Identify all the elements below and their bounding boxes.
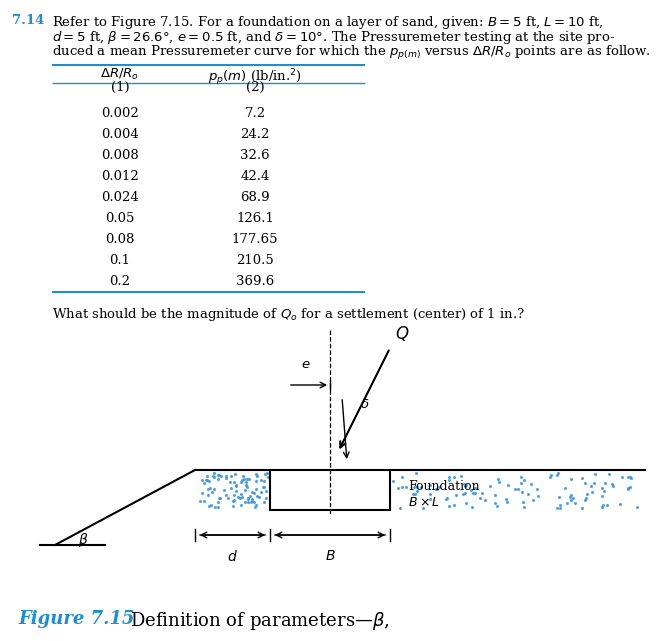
Text: 0.012: 0.012 [101,170,139,183]
Text: Definition of parameters—$\beta$,: Definition of parameters—$\beta$, [130,610,390,632]
Text: 177.65: 177.65 [231,233,278,246]
Text: (1): (1) [111,81,130,94]
Text: $d = 5$ ft, $\beta = 26.6°$, $e = 0.5$ ft, and $\delta = 10°$. The Pressuremeter: $d = 5$ ft, $\beta = 26.6°$, $e = 0.5$ f… [52,29,615,46]
Text: 0.05: 0.05 [105,212,135,225]
Text: 0.08: 0.08 [105,233,135,246]
Text: Refer to Figure 7.15. For a foundation on a layer of sand, given: $B = 5$ ft, $L: Refer to Figure 7.15. For a foundation o… [52,14,604,31]
Text: 0.002: 0.002 [101,107,139,120]
Text: $B$: $B$ [325,549,336,563]
Text: 0.008: 0.008 [101,149,139,162]
Text: 126.1: 126.1 [236,212,274,225]
Text: 210.5: 210.5 [236,254,274,267]
Text: 369.6: 369.6 [236,275,274,288]
Text: 42.4: 42.4 [240,170,270,183]
Text: What should be the magnitude of $Q_o$ for a settlement (center) of 1 in.?: What should be the magnitude of $Q_o$ fo… [52,306,525,323]
Text: 7.2: 7.2 [244,107,266,120]
Text: (2): (2) [246,81,264,94]
Text: 0.004: 0.004 [101,128,139,141]
Text: 7.14: 7.14 [12,14,44,27]
Text: $Q$: $Q$ [395,324,409,343]
Text: Foundation: Foundation [408,479,480,492]
Text: 0.024: 0.024 [101,191,139,204]
Text: 32.6: 32.6 [240,149,270,162]
Text: $p_p(m)$ (lb/in.$^2$): $p_p(m)$ (lb/in.$^2$) [208,67,302,88]
Text: 24.2: 24.2 [240,128,270,141]
Text: 0.1: 0.1 [109,254,130,267]
Bar [270,470,390,510]
Text: $\delta$: $\delta$ [360,399,370,412]
Text: 68.9: 68.9 [240,191,270,204]
Text: Figure 7.15: Figure 7.15 [18,610,134,628]
Text: $\beta$: $\beta$ [78,531,88,549]
Text: $\Delta R/R_o$: $\Delta R/R_o$ [101,67,140,82]
Text: duced a mean Pressuremeter curve for which the $p_{p(m)}$ versus $\Delta R/R_o$ : duced a mean Pressuremeter curve for whi… [52,44,651,62]
Text: $d$: $d$ [227,549,238,564]
Text: 0.2: 0.2 [109,275,130,288]
Text: $e$: $e$ [301,358,311,371]
Text: $B \times L$: $B \times L$ [408,497,440,510]
